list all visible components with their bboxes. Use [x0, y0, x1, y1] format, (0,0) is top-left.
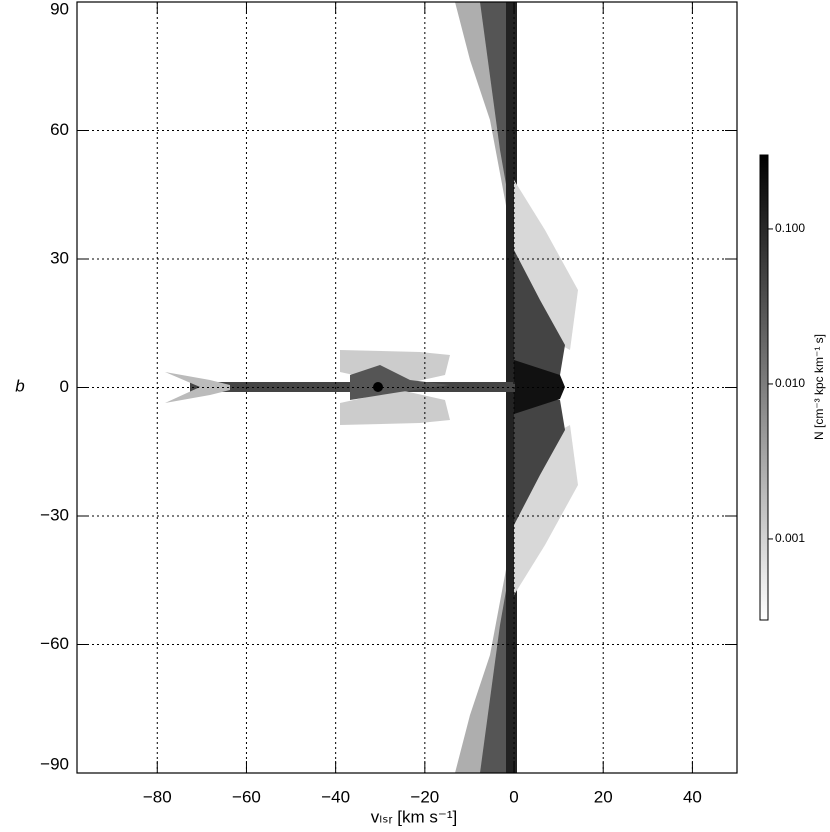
x-tick-label: −20: [410, 787, 439, 806]
density-image: [165, 2, 578, 773]
y-tick-label: −60: [40, 634, 69, 653]
y-tick-label: −30: [40, 505, 69, 524]
y-axis-label: b: [15, 376, 24, 395]
colorbar-label: N [cm⁻³ kpc km⁻¹ s]: [812, 334, 826, 440]
colorbar: [759, 154, 769, 621]
x-tick-label: 40: [683, 787, 702, 806]
x-tick-label: 20: [594, 787, 613, 806]
x-tick-label: −60: [232, 787, 261, 806]
x-tick-label: −40: [321, 787, 350, 806]
y-tick-label: −90: [40, 754, 69, 773]
x-axis-label: vₗₛᵣ [km s⁻¹]: [371, 807, 457, 826]
y-tick-label: 90: [50, 0, 69, 18]
y-tick-label: 30: [50, 248, 69, 267]
y-tick-label: 0: [60, 377, 69, 396]
x-tick-label: 0: [509, 787, 518, 806]
colorbar-tick-label: 0.010: [775, 376, 805, 390]
colorbar-tick-label: 0.001: [775, 531, 805, 545]
x-tick-label: −80: [143, 787, 172, 806]
colorbar-tick-label: 0.100: [775, 221, 805, 235]
y-tick-label: 60: [50, 120, 69, 139]
